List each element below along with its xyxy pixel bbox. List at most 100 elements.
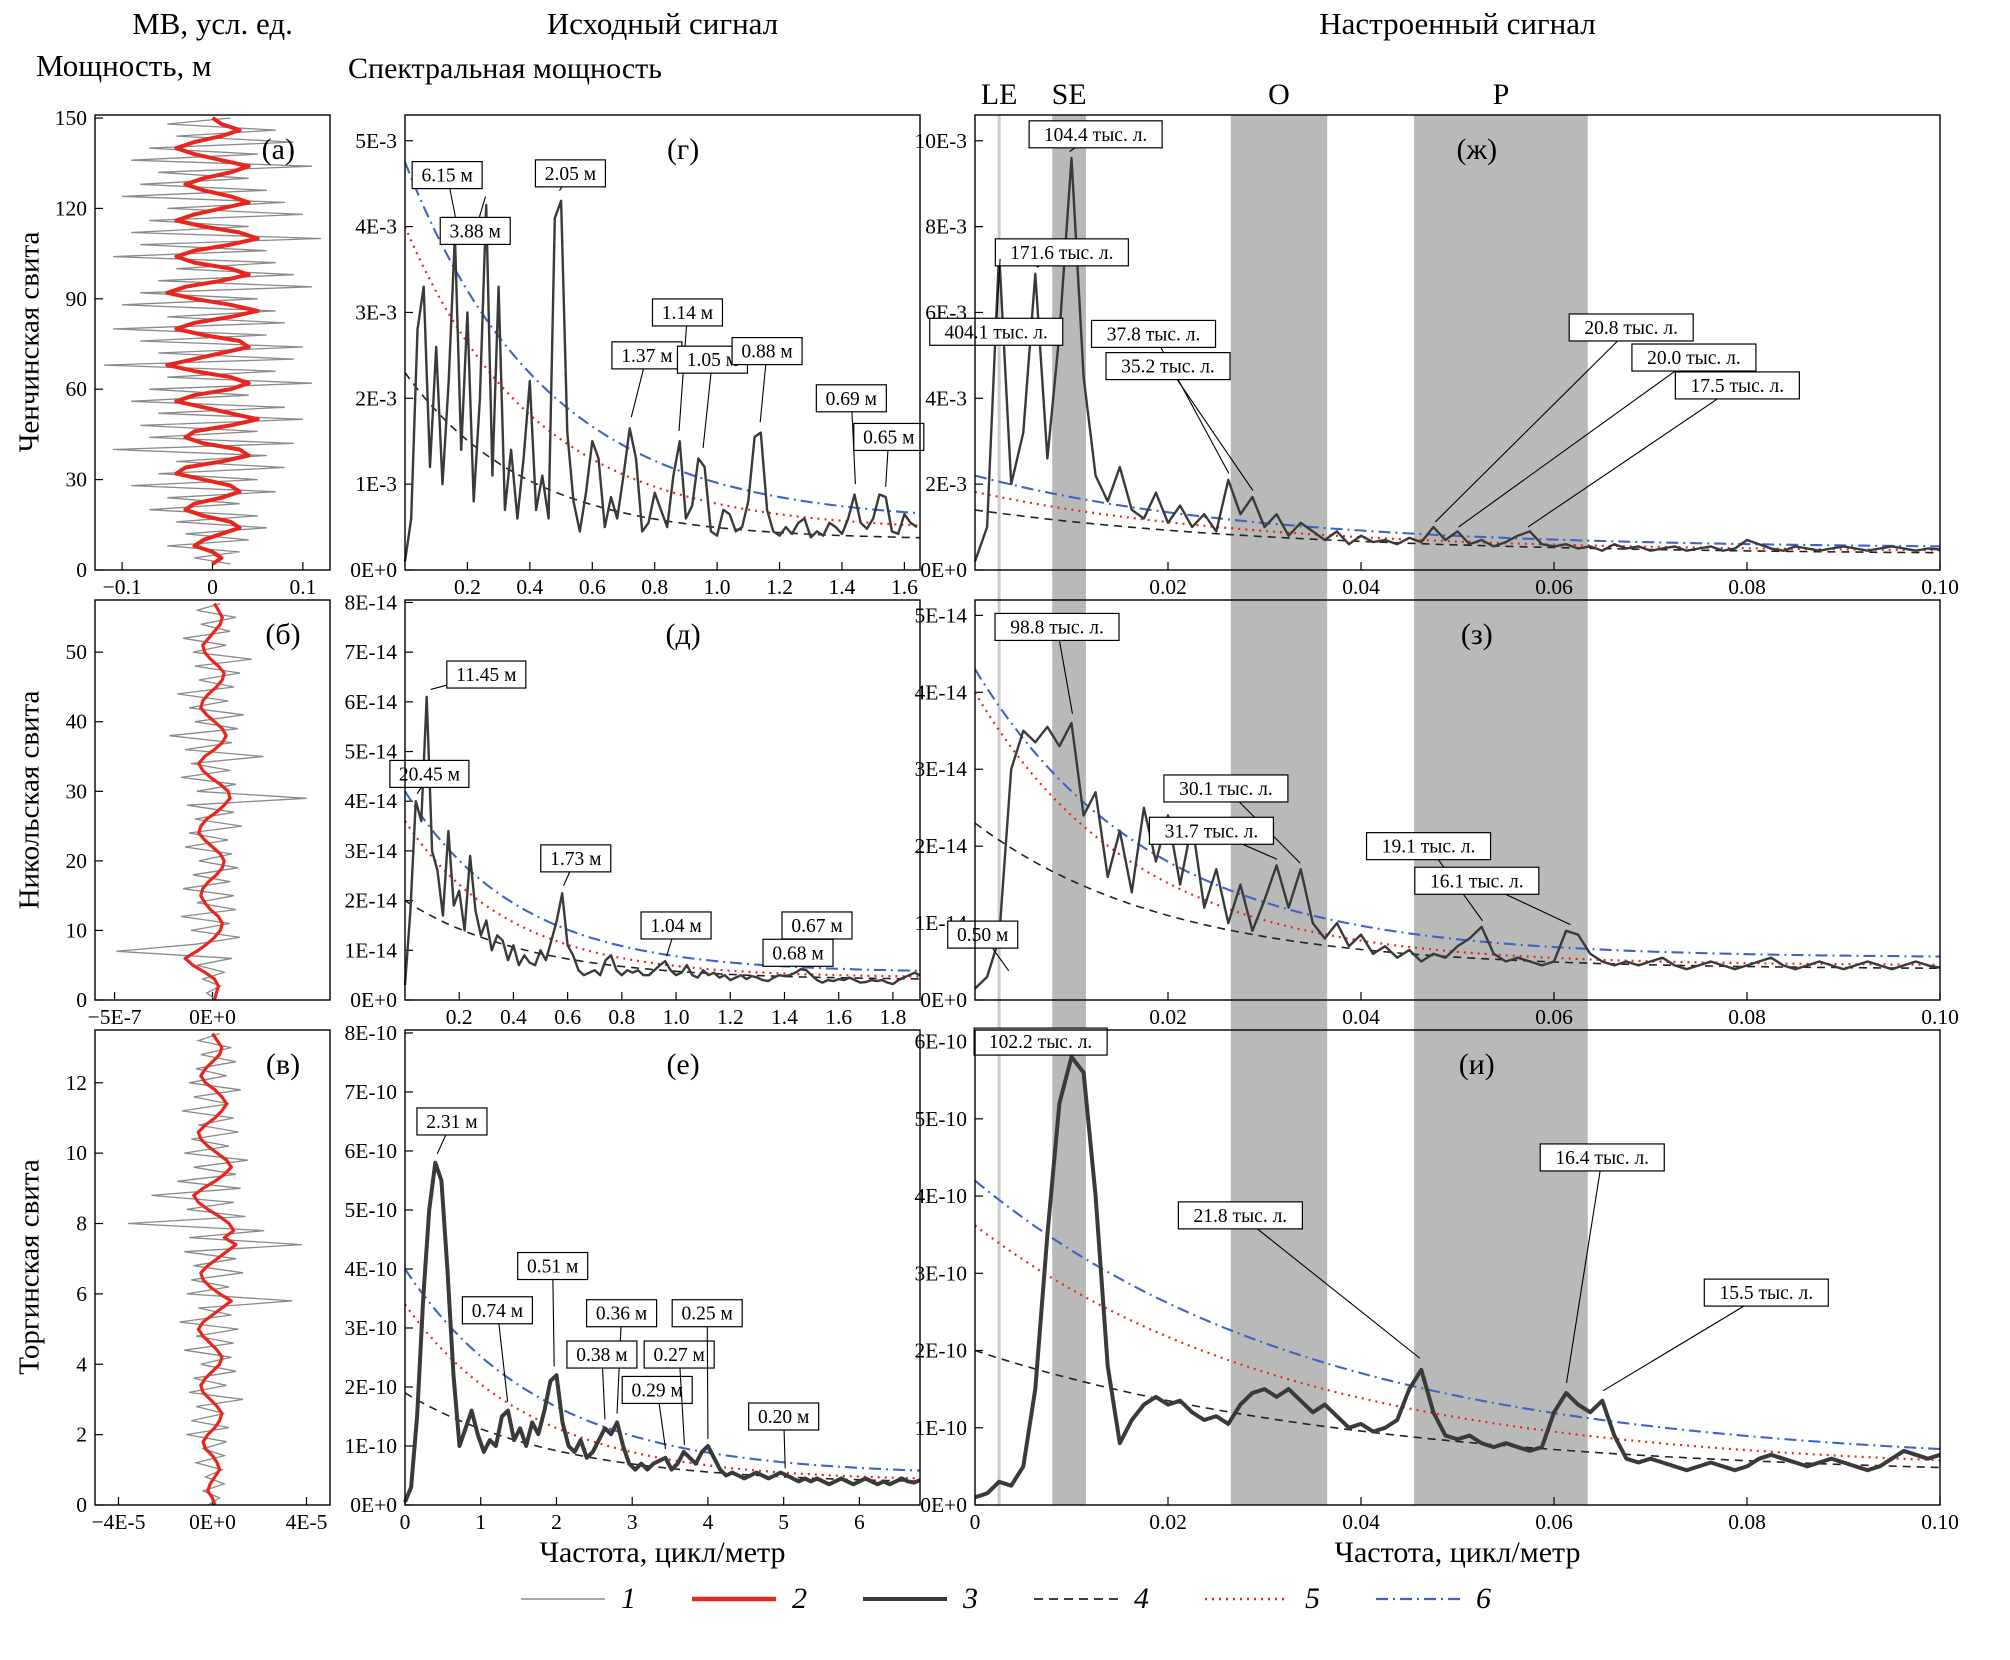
conf-curve-blue [974, 1179, 1941, 1451]
conf-curve-red [974, 1224, 1941, 1462]
panel-letter: (д) [665, 618, 700, 651]
conf-curve-black [974, 822, 1940, 969]
y-tick-label: 0 [76, 1493, 87, 1517]
x-tick-label: 3 [627, 1510, 638, 1534]
peak-annotation: 2.05 м [534, 159, 607, 191]
y-tick-label: 20 [66, 849, 88, 873]
y-tick-label: 4Е-3 [355, 215, 397, 239]
y-tick-label: 4Е-10 [914, 1184, 967, 1208]
y-tick-label: 0 [76, 558, 87, 582]
x-tick-label: 0.08 [1728, 575, 1766, 599]
x-tick-label: 0 [400, 1510, 411, 1534]
x-tick-label: 0.10 [1921, 1005, 1959, 1029]
panel-v: −4Е-5 0Е+0 4Е-5 12 10 8 6 4 2 0 (в) [66, 1029, 331, 1534]
panel-letter: (а) [262, 133, 295, 166]
peak-annotation: 20.45 м [389, 759, 470, 795]
x-tick-label: −5Е-7 [88, 1005, 142, 1029]
x-tick-label: 0.2 [454, 575, 481, 599]
y-tick-label: 8Е-10 [344, 1021, 397, 1045]
legend-item-3: 3 [861, 1582, 978, 1616]
peak-annotation-label: 16.1 тыс. л. [1430, 871, 1524, 892]
peak-annotation: 1.73 м [540, 844, 612, 886]
panel-letter: (г) [667, 133, 699, 166]
x-tick-label: 0.6 [579, 575, 606, 599]
conf-curve-black [974, 1349, 1941, 1469]
peak-annotation-label: 19.1 тыс. л. [1382, 837, 1476, 858]
peak-annotation: 0.25 м [671, 1299, 743, 1439]
y-tick-label: 10 [66, 1141, 88, 1165]
peak-annotation: 0.20 м [748, 1402, 820, 1469]
peak-annotation-label: 21.8 тыс. л. [1194, 1206, 1288, 1227]
x-axis-title-frequency-mid: Частота, цикл/метр [539, 1536, 786, 1569]
y-tick-label: 7Е-10 [344, 1080, 397, 1104]
peak-annotation-label: 6.15 м [421, 166, 472, 187]
y-tick-label: 6Е-10 [914, 1030, 967, 1054]
y-tick-label: 0Е+0 [350, 988, 397, 1012]
legend-label-2: 2 [792, 1582, 807, 1615]
y-tick-label: 3Е-14 [344, 839, 397, 863]
x-tick-label: 0.04 [1342, 575, 1380, 599]
peak-annotation-label: 1.05 м [687, 350, 738, 371]
peak-annotation-label: 35.2 тыс. л. [1121, 357, 1215, 378]
peak-annotation-label: 20.8 тыс. л. [1584, 318, 1678, 339]
peak-annotation: 2.31 м [416, 1107, 488, 1155]
x-tick-label: 0.2 [446, 1005, 473, 1029]
y-tick-label: 10Е-3 [914, 129, 967, 153]
panel-letter: (е) [666, 1048, 699, 1081]
panel-letter: (ж) [1456, 133, 1497, 166]
peak-annotation: 15.5 тыс. л. [1602, 1278, 1829, 1392]
peak-annotation: 0.38 м [566, 1340, 638, 1420]
conf-curve-blue [404, 1268, 921, 1472]
spectrum-signal [973, 156, 1941, 562]
peak-annotation-label: 0.67 м [791, 916, 842, 937]
axis-title-ms-units: МВ, усл. ед. [132, 6, 293, 41]
panel-z: 0.02 0.04 0.06 0.08 0.100Е+01Е-142Е-143Е-144… [914, 599, 1959, 1029]
spectrum-signal [403, 199, 918, 562]
panel-g: 0.2 0.4 0.6 0.8 1.0 1.2 1.4 1.6 0Е+0 1Е-3 2Е-3 3Е-3… [350, 114, 925, 599]
x-tick-label: 0 [207, 575, 218, 599]
y-tick-label: 5Е-10 [344, 1198, 397, 1222]
peak-annotation-label: 0.29 м [632, 1380, 683, 1401]
x-axis-title-frequency-right: Частота, цикл/метр [1334, 1536, 1581, 1569]
peak-annotation-label: 1.14 м [662, 303, 713, 324]
legend-line-sample-3 [863, 1597, 947, 1601]
peak-annotation: 0.74 м [461, 1296, 533, 1402]
y-tick-label: 4Е-3 [925, 386, 967, 410]
peak-annotation-label: 2.31 м [426, 1112, 477, 1133]
legend-line-sample-5 [1205, 1597, 1289, 1601]
peak-annotation: 0.69 м [815, 384, 887, 485]
y-tick-label: 0Е+0 [920, 988, 967, 1012]
y-tick-label: 12 [66, 1071, 88, 1095]
axis-title-thickness: Мощность, м [36, 48, 212, 83]
y-tick-label: 3Е-10 [914, 1261, 967, 1285]
band-O [1230, 115, 1328, 1505]
peak-annotation-label: 0.88 м [741, 342, 792, 363]
x-tick-label: 2 [551, 1510, 562, 1534]
x-tick-label: 0.10 [1921, 1510, 1959, 1534]
peak-annotation-label: 102.2 тыс. л. [989, 1032, 1092, 1053]
panel-letter: (в) [266, 1048, 300, 1081]
conf-curve-blue [974, 668, 1940, 958]
y-tick-label: 5Е-14 [914, 603, 967, 627]
legend-line-sample-1 [521, 1598, 605, 1600]
y-tick-label: 2Е-10 [344, 1375, 397, 1399]
legend-item-1: 1 [519, 1582, 636, 1616]
panel-zh: 0.02 0.04 0.06 0.08 0.100Е+02Е-34Е-36Е-38Е-3… [914, 114, 1959, 599]
y-tick-label: 90 [66, 287, 88, 311]
ms-log-smoothed [165, 116, 260, 566]
legend-label-1: 1 [621, 1582, 636, 1615]
y-tick-label: 3Е-10 [344, 1316, 397, 1340]
legend-label-3: 3 [963, 1582, 978, 1615]
peak-annotation: 3.88 м [439, 196, 511, 245]
peak-annotation: 0.29 м [621, 1375, 693, 1450]
panel-letter: (и) [1459, 1048, 1495, 1081]
spectrum-signal [974, 1055, 1941, 1500]
formation-label-torginskaya: Торгинская свита [13, 1159, 46, 1375]
y-tick-label: 2Е-10 [914, 1339, 967, 1363]
peak-annotation: 98.8 тыс. л. [994, 612, 1120, 714]
y-tick-label: 150 [55, 106, 87, 130]
x-tick-label: 0.4 [500, 1005, 527, 1029]
y-tick-label: 50 [66, 640, 88, 664]
x-tick-label: 1.0 [704, 575, 731, 599]
